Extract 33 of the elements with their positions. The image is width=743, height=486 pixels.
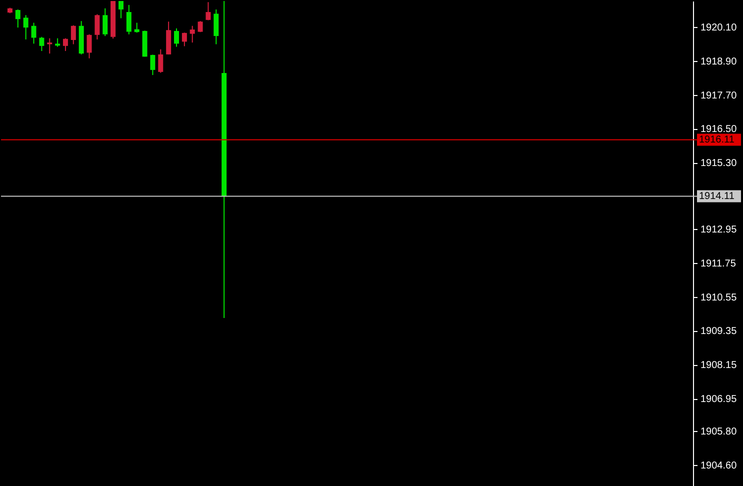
candlestick	[206, 2, 211, 21]
candlestick	[15, 8, 20, 28]
candlestick	[62, 38, 68, 52]
y-tick-label: 1920.10	[700, 22, 738, 34]
candlestick	[214, 8, 219, 45]
candlestick	[158, 48, 164, 74]
candlestick	[70, 24, 76, 45]
ref-line-label: 1916.11	[699, 134, 735, 146]
candlestick	[102, 8, 108, 37]
candlestick	[190, 25, 195, 44]
y-tick-label: 1915.30	[700, 158, 738, 170]
y-tick-label: 1918.90	[700, 56, 738, 68]
y-tick-label: 1908.15	[700, 360, 738, 372]
y-tick-label: 1905.80	[700, 426, 738, 438]
y-tick-label: 1906.95	[700, 394, 738, 406]
y-tick-label: 1916.50	[700, 124, 738, 136]
y-tick-label: 1910.55	[700, 292, 738, 304]
candlestick	[31, 22, 36, 44]
candlestick	[39, 36, 44, 52]
y-tick-label: 1904.60	[700, 460, 738, 472]
y-tick-label: 1911.75	[700, 258, 736, 270]
candlestick	[118, 0, 124, 19]
y-tick-label: 1917.70	[700, 90, 738, 102]
ref-line-label: 1914.11	[699, 191, 735, 202]
y-tick-label: 1912.95	[700, 224, 738, 236]
candlestick	[23, 14, 28, 40]
candlestick	[86, 34, 92, 59]
candlestick	[182, 32, 187, 47]
y-tick-label: 1909.35	[700, 326, 738, 338]
candlestick	[126, 4, 132, 35]
candlestick	[150, 54, 156, 76]
candlestick	[94, 14, 100, 40]
candlestick	[174, 28, 179, 48]
